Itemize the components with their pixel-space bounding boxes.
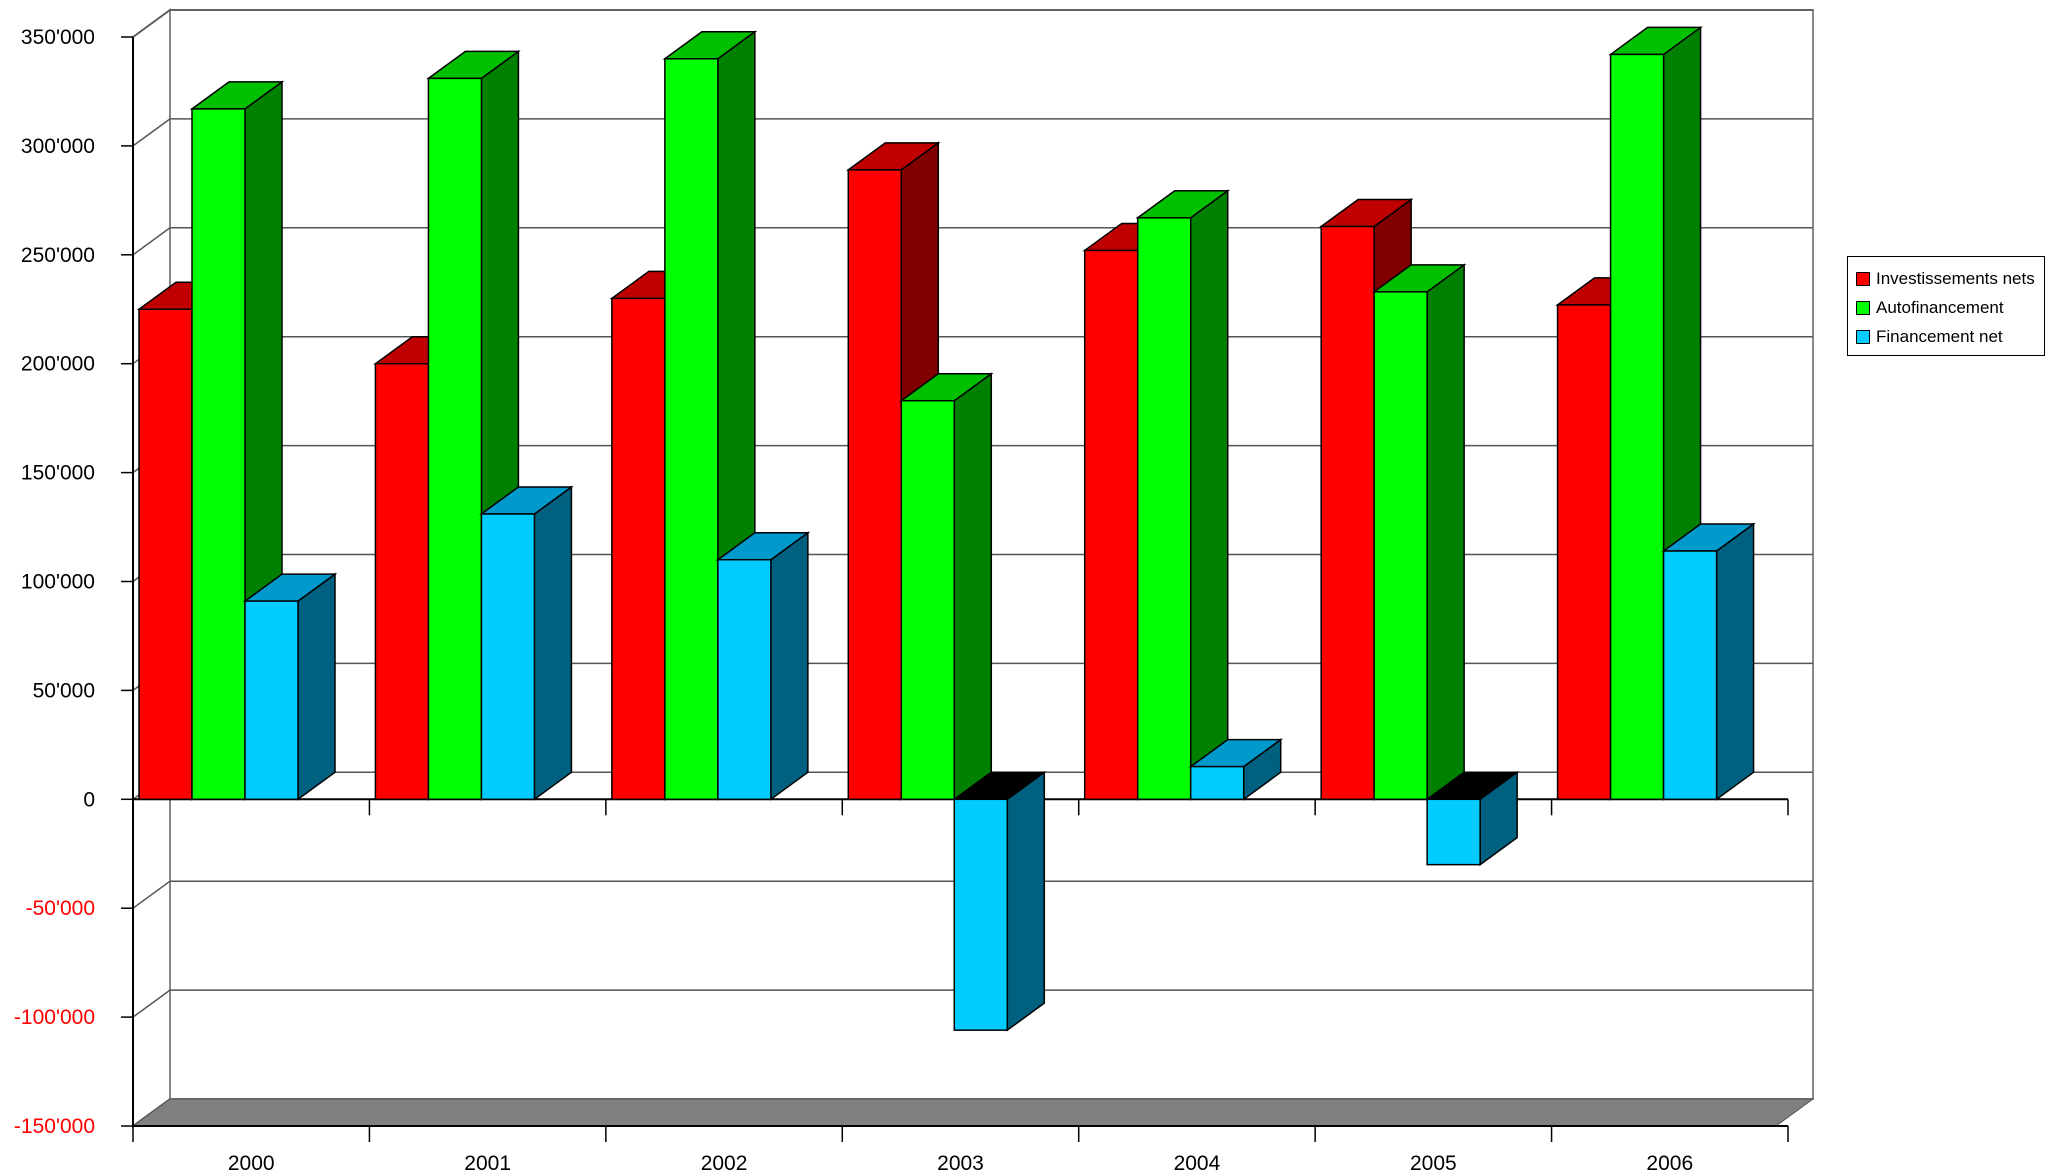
legend-swatch-2 — [1856, 301, 1870, 315]
bar-financement-net — [479, 485, 574, 801]
bar-front — [1083, 249, 1139, 801]
bar-financement-net — [242, 572, 338, 801]
bar-side — [1189, 189, 1229, 801]
gridline — [132, 989, 1813, 1018]
legend-item-2: Autofinancement — [1856, 297, 2004, 319]
legend-item-3: Financement net — [1856, 326, 2003, 348]
bar-front — [717, 558, 772, 801]
bar-front — [1320, 225, 1375, 801]
y-tick-label: 250'000 — [21, 244, 95, 267]
bar-autofinancement — [1135, 189, 1231, 801]
y-tick-label: 150'000 — [21, 462, 95, 485]
y-tick-label: 350'000 — [21, 26, 95, 49]
bar-front — [1136, 217, 1192, 801]
gridline — [132, 9, 1813, 38]
bar-side — [1426, 263, 1465, 801]
y-tick-labels: 350'000 300'000 250'000 200'000 150'000 100'0… — [14, 26, 95, 1138]
bars — [136, 25, 1756, 1032]
legend-item-1: Investissements nets — [1856, 268, 2035, 290]
bar-side — [297, 572, 336, 801]
chart-floor — [131, 1098, 1815, 1127]
gridline — [132, 880, 1813, 909]
bar-autofinancement — [1371, 263, 1467, 801]
bar-front — [1189, 765, 1245, 801]
x-tick-label: 2004 — [1174, 1152, 1221, 1170]
bar-front — [1556, 304, 1612, 801]
bar-front — [138, 308, 193, 801]
y-tick-label: -100'000 — [14, 1006, 95, 1029]
bar-front — [191, 108, 246, 801]
x-tick-label: 2005 — [1410, 1152, 1457, 1170]
bar-financement-net — [1188, 738, 1284, 801]
legend-label-3: Financement net — [1876, 327, 2003, 346]
bar-front — [427, 77, 483, 801]
x-tick-label: 2002 — [701, 1152, 748, 1170]
bar-side — [1006, 770, 1046, 1032]
gridline — [132, 227, 1813, 256]
bar-front — [1426, 798, 1481, 866]
bar-autofinancement — [898, 372, 994, 801]
bar-side — [770, 531, 809, 801]
bar-front — [1662, 550, 1718, 801]
bar-side — [1715, 522, 1755, 801]
x-tick-label: 2001 — [464, 1152, 511, 1170]
x-tick-labels: 2000 2001 2002 2003 2004 2005 2006 — [228, 1152, 1693, 1170]
y-tick-label: 0 — [83, 788, 95, 811]
x-tick-label: 2003 — [937, 1152, 984, 1170]
x-tick-label: 2000 — [228, 1152, 275, 1170]
legend-swatch-1 — [1856, 272, 1870, 286]
bar-front — [664, 58, 719, 801]
bar-front — [611, 297, 666, 801]
y-tick-label: 300'000 — [21, 135, 95, 158]
bar-financement-net — [715, 531, 811, 801]
legend-label-2: Autofinancement — [1876, 298, 2004, 317]
y-tick-label: 200'000 — [21, 353, 95, 376]
y-tick-label: 50'000 — [33, 679, 95, 702]
x-tick-label: 2006 — [1646, 1152, 1693, 1170]
bar-side — [953, 372, 993, 801]
legend-swatch-3 — [1856, 330, 1870, 344]
bar-financement-net — [1661, 522, 1756, 801]
bar-financement-net — [951, 770, 1047, 1032]
bar-front — [480, 513, 536, 801]
bar-front — [1373, 291, 1428, 801]
gridline — [132, 118, 1813, 147]
bar-front — [953, 798, 1009, 1031]
legend-label-1: Investissements nets — [1876, 269, 2035, 288]
bar-front — [1609, 53, 1665, 801]
bar-front — [900, 399, 956, 801]
bar-front — [374, 362, 430, 801]
bar-front — [847, 169, 903, 801]
y-tick-label: 100'000 — [21, 571, 95, 594]
y-tick-label: -150'000 — [14, 1115, 95, 1138]
y-tick-label: -50'000 — [26, 897, 95, 920]
floor-slab — [131, 1098, 1815, 1127]
bar-financement-net — [1424, 770, 1520, 867]
bar-front — [244, 600, 299, 801]
legend: Investissements nets Autofinancement Fin… — [1847, 256, 2045, 356]
bar-side — [533, 485, 573, 801]
